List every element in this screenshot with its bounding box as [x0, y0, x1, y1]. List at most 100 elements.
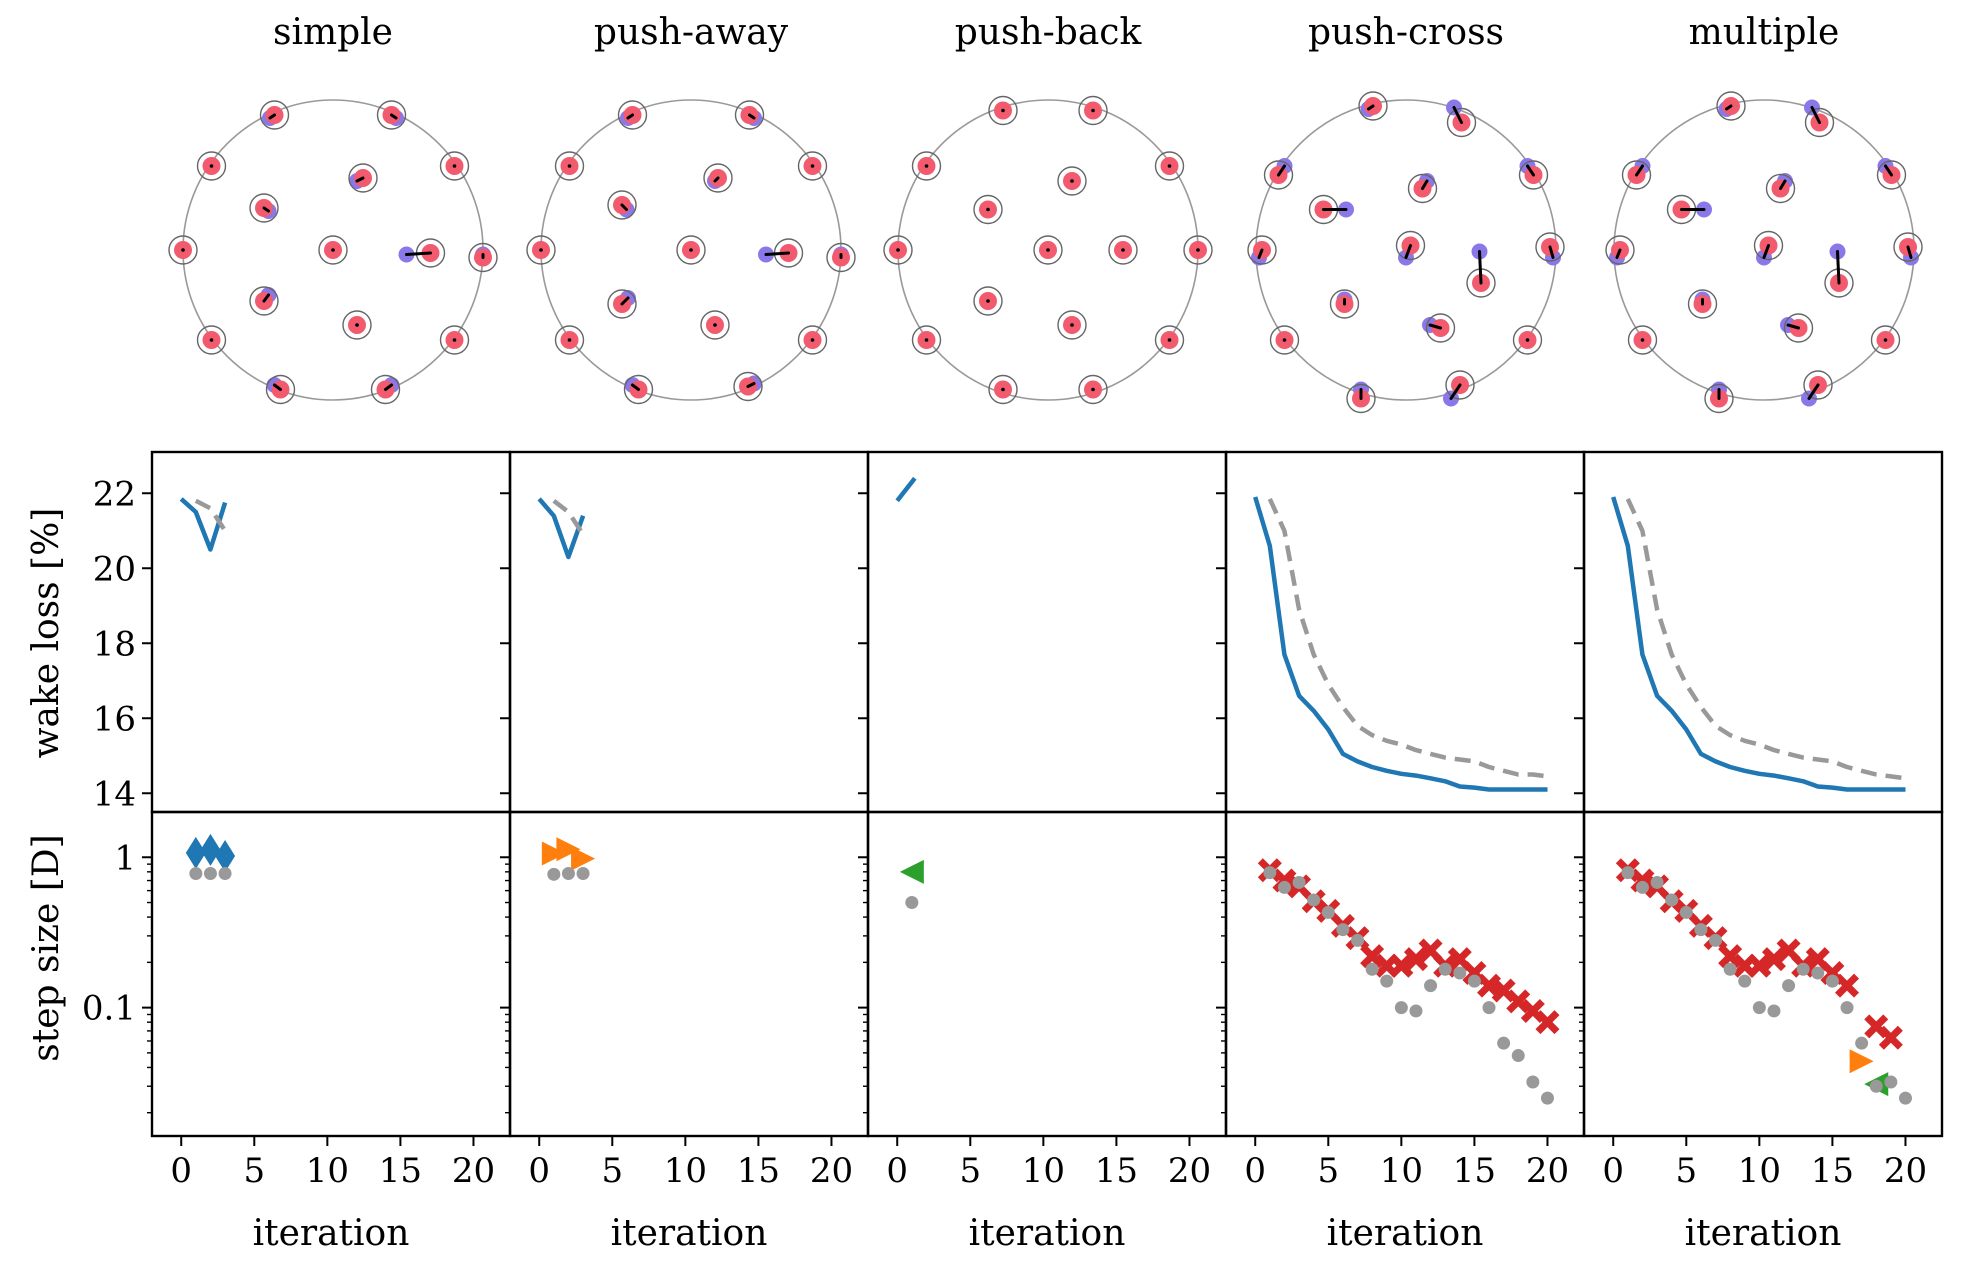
- step-size-panels: 0 5 10 15 20 1 0.1 0 5 10 15 20 0 5 10 15 20 0 5 10 15 20 0 5 10…: [82, 810, 1944, 1191]
- step-size-point-dot: [1453, 966, 1467, 980]
- turbine-track: [713, 176, 720, 183]
- turbine-ring: [883, 235, 913, 265]
- turbine-center-dot: [567, 338, 572, 342]
- turbine-track: [631, 383, 640, 391]
- wake-loss-panels: 14 16 18 20 22: [93, 450, 1944, 814]
- turbine-ring: [249, 193, 279, 223]
- column-title-3: push-cross: [1308, 12, 1504, 53]
- turbine-ring: [1716, 91, 1746, 121]
- x-labels: iteration iteration iteration iteration …: [253, 1213, 1842, 1254]
- step-size-axes-multiple: [1582, 810, 1944, 1138]
- wake-loss-axes-push-back: [866, 450, 1228, 814]
- turbine-ring: [911, 151, 942, 181]
- turbine-center-dot: [1525, 338, 1530, 342]
- turbine-track: [405, 251, 432, 256]
- x-tick-label: 5: [1675, 1151, 1697, 1191]
- step-size-axes-push-back: [866, 810, 1228, 1138]
- y-tick-label: 20: [93, 549, 136, 589]
- y-tick-label: 22: [93, 474, 136, 514]
- turbine-ring: [1765, 173, 1796, 204]
- column-title-4: multiple: [1689, 12, 1840, 53]
- x-tick-label: 15: [1811, 1151, 1854, 1191]
- turbine-ring: [988, 95, 1018, 126]
- wake-loss-line-solid-push-back: [895, 476, 917, 503]
- turbine-center-dot: [1167, 338, 1172, 342]
- turbine-center-dot: [452, 164, 457, 168]
- step-size-point-dot: [1336, 923, 1350, 937]
- turbine-ring: [196, 151, 227, 181]
- turbine-track: [1478, 250, 1483, 285]
- x-tick-label: 5: [601, 1151, 623, 1191]
- turbine-center-dot: [810, 164, 815, 168]
- step-size-point-dot: [1811, 966, 1825, 980]
- step-size-point-dot: [1307, 893, 1321, 907]
- turbine-track: [748, 113, 756, 120]
- turbine-center-dot: [713, 323, 717, 327]
- turbine-ring: [1803, 370, 1833, 400]
- turbine-track: [620, 296, 630, 306]
- step-size-point-dot: [1380, 974, 1394, 988]
- turbine-ring: [1605, 235, 1635, 265]
- x-tick-label: 20: [1884, 1151, 1927, 1191]
- turbine-ring: [734, 100, 765, 130]
- turbine-track: [390, 113, 398, 120]
- turbine-track: [1615, 248, 1622, 259]
- turbine-center-dot: [1091, 108, 1095, 113]
- step-size-point-dot: [1365, 962, 1379, 976]
- turbine-ring: [1512, 325, 1543, 355]
- turbine-center-dot: [924, 164, 929, 168]
- turbine-ring: [1358, 91, 1388, 121]
- turbine-ring: [826, 242, 856, 273]
- step-size-point-diamond: [200, 833, 221, 866]
- turbine-center-dot: [924, 338, 929, 342]
- step-size-point-dot: [1898, 1091, 1912, 1105]
- x-tick-label: 15: [379, 1151, 422, 1191]
- turbine-ring: [1407, 173, 1438, 204]
- turbine-track: [620, 203, 628, 211]
- step-size-point-dot: [1438, 962, 1452, 976]
- turbine-center-dot: [896, 248, 900, 252]
- turbine-ring: [1183, 235, 1213, 265]
- x-tick-label: 0: [1602, 1151, 1624, 1191]
- turbine-track: [1807, 383, 1820, 400]
- turbine-track: [268, 113, 276, 120]
- turbine-ring: [1783, 313, 1814, 343]
- turbine-ring: [703, 163, 733, 193]
- turbine-ring: [617, 100, 648, 130]
- x-tick-label: 15: [737, 1151, 780, 1191]
- turbine-center-dot: [810, 338, 815, 342]
- layout-panel-simple: [168, 99, 498, 405]
- step-size-ylabel: step size [D]: [26, 834, 67, 1061]
- turbine-track: [1836, 250, 1841, 285]
- layout-panel-multiple: [1605, 91, 1923, 414]
- turbine-ring: [988, 374, 1018, 405]
- turbine-ring: [607, 190, 637, 220]
- turbine-track: [1548, 245, 1555, 259]
- y-tick-label: 18: [93, 624, 136, 664]
- step-size-point-dot: [576, 866, 590, 880]
- turbine-ring: [1518, 160, 1549, 190]
- turbine-center-dot: [1070, 179, 1074, 183]
- turbine-ring: [700, 310, 730, 340]
- step-size-point-triangle-right: [571, 846, 596, 871]
- turbine-ring: [526, 235, 556, 265]
- turbine-center-dot: [1167, 164, 1172, 168]
- turbine-track: [1257, 248, 1264, 259]
- x-tick-label: 0: [170, 1151, 192, 1191]
- x-tick-label: 10: [664, 1151, 707, 1191]
- turbine-ring: [607, 289, 637, 319]
- turbine-ring: [1445, 370, 1475, 400]
- wake-loss-line-dashed-multiple: [1625, 497, 1906, 781]
- step-size-point-diamond: [215, 839, 236, 872]
- step-size-point-x: [1835, 973, 1860, 998]
- x-tick-label: 15: [1095, 1151, 1138, 1191]
- step-size-point-x: [1389, 953, 1414, 978]
- turbine-center-dot: [209, 338, 214, 342]
- turbine-track: [262, 293, 270, 303]
- turbine-ring: [1876, 160, 1907, 190]
- turbine-ring: [1269, 325, 1300, 355]
- turbine-center-dot: [331, 248, 335, 252]
- turbine-center-dot: [1883, 338, 1888, 342]
- turbine-ring: [1154, 151, 1185, 181]
- turbine-ring: [439, 325, 470, 355]
